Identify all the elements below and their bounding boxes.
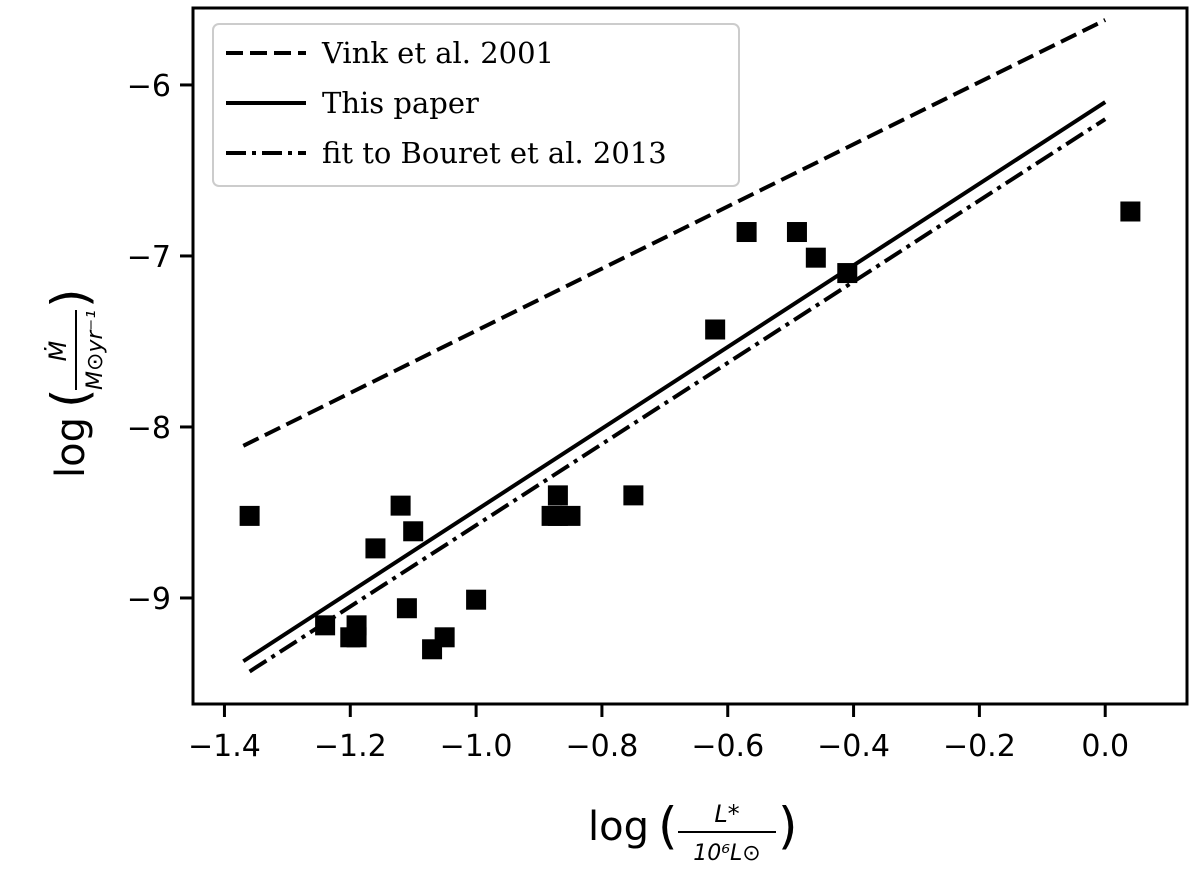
vink-2001-line	[242, 18, 1107, 448]
x-tick-label: −0.2	[943, 729, 1016, 764]
plot-frame	[191, 6, 1189, 706]
legend-box	[212, 23, 740, 187]
data-point	[736, 222, 757, 243]
y-tick-label: −9	[127, 582, 171, 617]
x-axis-ticks: −1.4 −1.2 −1.0 −0.8 −0.6 −0.4 −0.2 0.0	[188, 704, 1129, 764]
y-axis-label-denominator: M⊙yr⁻¹	[83, 310, 108, 390]
legend-label-vink: Vink et al. 2001	[321, 36, 554, 70]
legend-label-bouret: fit to Bouret et al. 2013	[322, 136, 667, 170]
data-point	[705, 319, 726, 340]
data-point	[403, 521, 424, 542]
fit-lines	[242, 18, 1107, 674]
data-point	[623, 485, 644, 506]
y-axis-label-close-paren: )	[41, 288, 99, 308]
y-axis-ticks: −9 −8 −7 −6	[127, 69, 193, 617]
legend: Vink et al. 2001 This paper fit to Boure…	[212, 23, 740, 187]
data-point	[786, 222, 807, 243]
x-axis-label-denominator: 10⁶L⊙	[693, 841, 761, 866]
x-tick-label: −0.6	[691, 729, 764, 764]
y-axis-label-numerator: Ṁ	[43, 340, 72, 361]
data-point	[396, 598, 417, 619]
data-point	[466, 589, 487, 610]
bouret-2013-fit-line	[248, 117, 1107, 674]
data-point	[837, 263, 858, 284]
y-axis-label-prefix: log	[48, 417, 94, 478]
x-axis-label-numerator: L*	[714, 800, 739, 828]
x-tick-label: −0.8	[565, 729, 638, 764]
x-axis-label-open-paren: (	[658, 797, 678, 855]
data-point	[346, 627, 367, 648]
x-tick-label: −0.4	[817, 729, 890, 764]
data-point	[560, 505, 581, 526]
y-axis-label: log ( Ṁ M⊙yr⁻¹ )	[41, 288, 108, 478]
x-tick-label: 0.0	[1081, 729, 1129, 764]
data-point	[805, 247, 826, 268]
x-tick-label: −1.0	[440, 729, 513, 764]
data-point	[390, 495, 411, 516]
this-paper-line	[242, 100, 1107, 663]
data-point	[1120, 201, 1141, 222]
y-tick-label: −8	[127, 411, 171, 446]
data-points	[239, 201, 1141, 660]
x-axis-label-prefix: log	[588, 804, 649, 850]
x-tick-label: −1.4	[188, 729, 261, 764]
x-axis-label-close-paren: )	[778, 797, 798, 855]
data-point	[315, 615, 336, 636]
legend-label-this-paper: This paper	[322, 86, 479, 120]
x-axis-label: log ( L* 10⁶L⊙ )	[588, 797, 798, 866]
data-point	[434, 627, 455, 648]
y-axis-label-open-paren: (	[41, 388, 99, 408]
y-tick-label: −7	[127, 240, 171, 275]
data-point	[547, 485, 568, 506]
data-point	[365, 538, 386, 559]
x-tick-label: −1.2	[314, 729, 387, 764]
y-tick-label: −6	[127, 69, 171, 104]
data-point	[239, 505, 260, 526]
